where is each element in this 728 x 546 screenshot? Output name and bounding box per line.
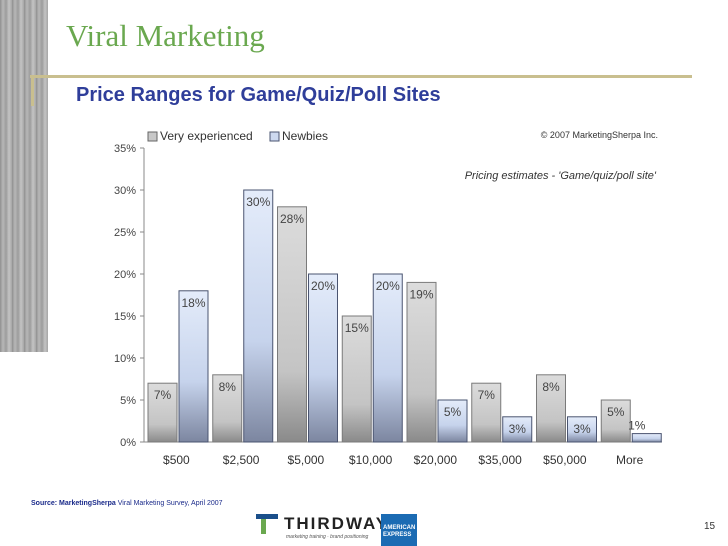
amex-logo: AMERICAN EXPRESS — [381, 514, 417, 546]
y-tick-label: 20% — [114, 269, 136, 281]
bar-very-experienced — [406, 281, 437, 443]
x-tick-label: $2,500 — [223, 453, 260, 467]
bar-newbies — [308, 273, 338, 443]
thirdway-logo-text: THIRDWAY — [284, 514, 390, 533]
bar-very-experienced — [341, 315, 372, 443]
data-label-newbies: 18% — [181, 296, 205, 310]
data-label-very-experienced: 15% — [345, 321, 369, 335]
amex-line1: AMERICAN — [383, 525, 416, 531]
bar-very-experienced — [277, 206, 307, 443]
x-tick-label: $50,000 — [543, 453, 587, 467]
x-tick-label: $500 — [163, 453, 190, 467]
bar-newbies — [372, 273, 403, 443]
x-tick-label: $5,000 — [288, 453, 325, 467]
bar-chart: 0% 5% 10% 15% 20% 25% 30% 35% 7% 18% $500 8% 30% $2,5… — [114, 129, 662, 467]
y-tick-label: 35% — [114, 143, 136, 155]
data-label-very-experienced: 28% — [280, 212, 304, 226]
data-label-newbies: 5% — [444, 405, 462, 419]
chart-frame: 0% 5% 10% 15% 20% 25% 30% 35% 7% 18% $500 8% 30% $2,5… — [96, 126, 676, 482]
bar-very-experienced — [471, 382, 502, 443]
data-label-newbies: 20% — [376, 279, 400, 293]
data-label-newbies: 1% — [628, 419, 646, 433]
x-tick-label: More — [616, 453, 644, 467]
bar-newbies — [631, 433, 662, 443]
data-label-very-experienced: 7% — [478, 388, 496, 402]
header-rule — [30, 75, 692, 78]
y-tick-label: 0% — [120, 437, 136, 449]
bar-newbies — [178, 290, 209, 443]
thirdway-mark-icon — [256, 514, 278, 534]
header-rule-vertical — [31, 76, 34, 106]
bar-newbies — [502, 416, 533, 443]
data-label-very-experienced: 19% — [409, 287, 433, 301]
bar-very-experienced — [147, 382, 178, 443]
data-label-very-experienced: 7% — [154, 388, 172, 402]
source-label: Source: MarketingSherpa — [31, 500, 116, 507]
data-label-newbies: 30% — [246, 195, 270, 209]
bar-very-experienced — [600, 399, 631, 443]
data-label-very-experienced: 8% — [542, 380, 560, 394]
bar-very-experienced — [212, 374, 243, 443]
bar-newbies — [243, 189, 274, 443]
chart-copyright: © 2007 MarketingSherpa Inc. — [541, 130, 658, 140]
y-tick-label: 30% — [114, 185, 136, 197]
chart-annotation: Pricing estimates - 'Game/quiz/poll site… — [465, 170, 657, 182]
bar-newbies — [567, 416, 597, 443]
amex-line2: EXPRESS — [383, 532, 412, 538]
source-text: Viral Marketing Survey, April 2007 — [117, 500, 223, 507]
page-number: 15 — [704, 521, 716, 532]
decorative-side-bar — [0, 0, 48, 352]
source-note: Source: MarketingSherpa Viral Marketing … — [31, 500, 223, 507]
slide-subtitle: Price Ranges for Game/Quiz/Poll Sites — [76, 84, 441, 106]
legend-swatch-newbies — [269, 131, 280, 142]
y-tick-label: 25% — [114, 227, 136, 239]
data-label-newbies: 3% — [509, 422, 527, 436]
y-tick-label: 15% — [114, 311, 136, 323]
legend-label-very-experienced: Very experienced — [160, 129, 253, 143]
y-tick-label: 10% — [114, 353, 136, 365]
data-label-newbies: 3% — [573, 422, 591, 436]
thirdway-tagline: marketing training · brand positioning — [286, 534, 369, 540]
x-tick-label: $10,000 — [349, 453, 393, 467]
data-label-newbies: 20% — [311, 279, 335, 293]
x-tick-label: $35,000 — [478, 453, 522, 467]
slide-title: Viral Marketing — [66, 18, 265, 53]
data-label-very-experienced: 8% — [219, 380, 237, 394]
x-tick-label: $20,000 — [414, 453, 458, 467]
bar-newbies — [437, 399, 468, 443]
data-label-very-experienced: 5% — [607, 405, 625, 419]
legend-swatch-very-experienced — [147, 131, 158, 142]
legend-label-newbies: Newbies — [282, 129, 328, 143]
y-tick-label: 5% — [120, 395, 136, 407]
bar-very-experienced — [536, 374, 566, 443]
